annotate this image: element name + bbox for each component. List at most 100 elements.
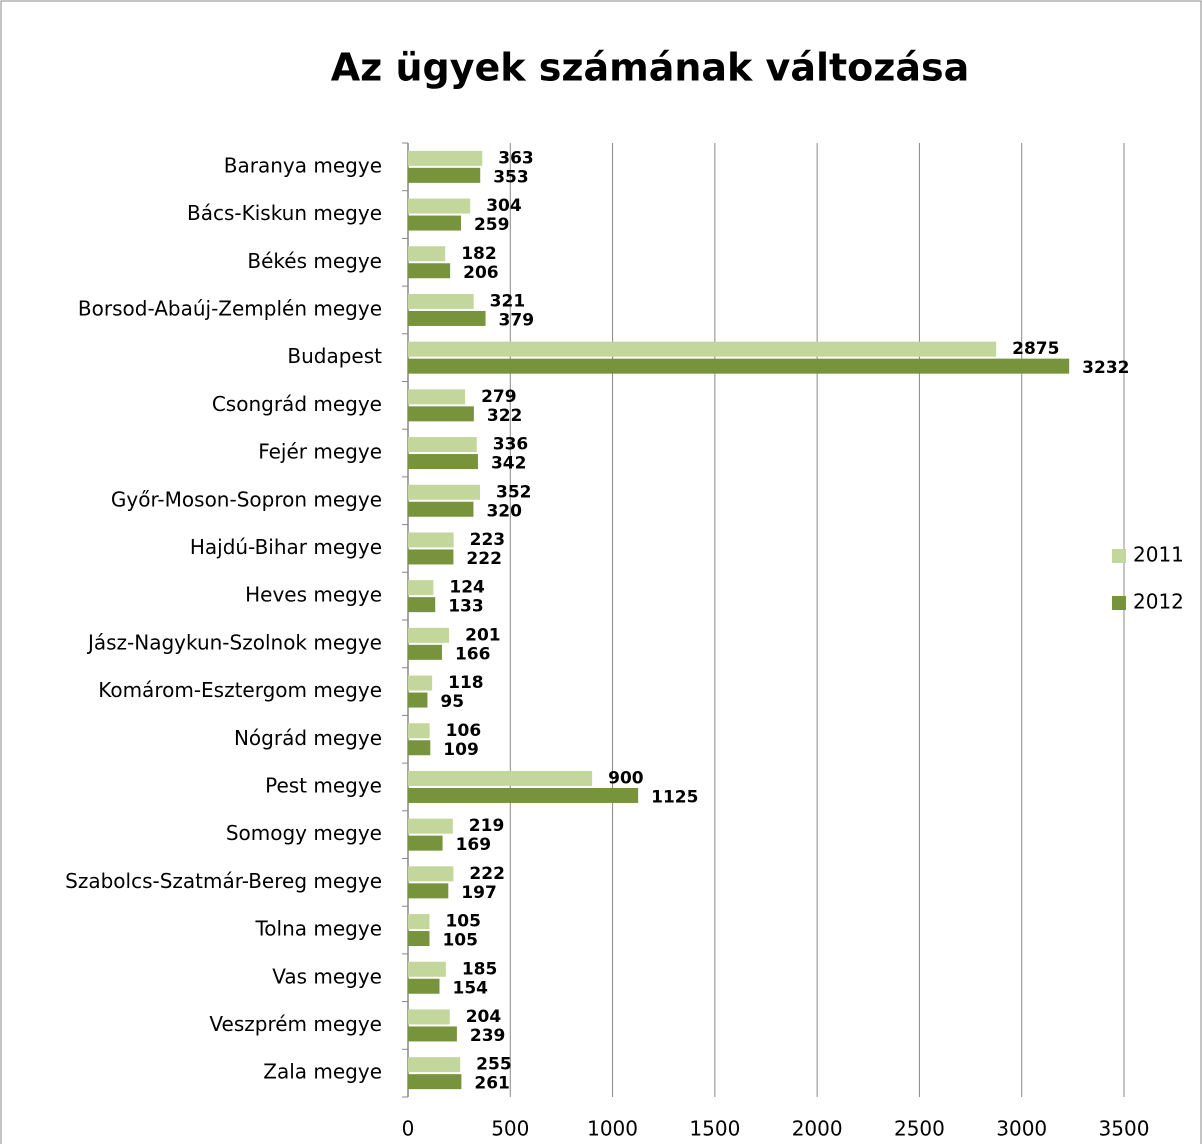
- legend-swatch: [1112, 549, 1126, 563]
- data-label: 118: [448, 673, 484, 693]
- x-tick-label: 3500: [1099, 1117, 1150, 1141]
- data-label: 133: [448, 597, 484, 617]
- data-label: 1125: [651, 787, 698, 807]
- data-label: 304: [486, 196, 522, 216]
- bar: [408, 293, 474, 309]
- bar: [408, 1057, 461, 1073]
- data-label: 322: [487, 406, 523, 426]
- data-label: 105: [445, 912, 481, 932]
- bar: [408, 627, 450, 643]
- bar: [408, 961, 446, 977]
- y-tick-label: Komárom-Esztergom megye: [98, 678, 382, 702]
- data-label: 169: [456, 835, 492, 855]
- x-tick-label: 1500: [689, 1117, 740, 1141]
- data-label: 363: [498, 148, 533, 168]
- bar: [408, 1026, 457, 1042]
- bar: [408, 484, 481, 500]
- bar: [408, 263, 451, 279]
- bar: [408, 501, 474, 517]
- data-label: 321: [490, 291, 526, 311]
- bar: [408, 723, 430, 739]
- y-tick-label: Baranya megye: [224, 153, 382, 177]
- y-tick-label: Jász-Nagykun-Szolnok megye: [86, 630, 382, 654]
- y-tick-label: Csongrád megye: [212, 392, 382, 416]
- x-tick-label: 500: [491, 1117, 529, 1141]
- bar: [408, 406, 474, 422]
- y-tick-label: Vas megye: [272, 964, 382, 988]
- bar: [408, 835, 443, 851]
- bar: [408, 358, 1070, 374]
- data-label: 336: [493, 435, 528, 455]
- y-tick-label: Bács-Kiskun megye: [187, 201, 382, 225]
- bar: [408, 597, 436, 613]
- data-label: 201: [465, 625, 501, 645]
- data-label: 353: [493, 167, 529, 187]
- data-label: 185: [462, 959, 498, 979]
- bar: [408, 1074, 462, 1090]
- data-label: 261: [474, 1074, 510, 1094]
- legend-label: 2012: [1133, 590, 1184, 614]
- y-tick-label: Szabolcs-Szatmár-Bereg megye: [65, 869, 382, 893]
- bar: [408, 675, 433, 691]
- bar: [408, 931, 430, 947]
- y-tick-label: Hajdú-Bihar megye: [190, 535, 382, 559]
- data-label: 3232: [1082, 358, 1129, 378]
- bar: [408, 580, 434, 596]
- y-tick-label: Heves megye: [245, 583, 382, 607]
- y-tick-label: Borsod-Abaúj-Zemplén megye: [78, 296, 382, 320]
- data-label: 379: [499, 310, 535, 330]
- y-tick-label: Tolna megye: [254, 917, 382, 941]
- x-tick-label: 2500: [894, 1117, 945, 1141]
- y-tick-label: Veszprém megye: [209, 1012, 382, 1036]
- data-label: 352: [496, 482, 532, 502]
- bar: [408, 787, 639, 803]
- data-label: 154: [453, 978, 489, 998]
- data-label: 197: [461, 883, 497, 903]
- bar: [408, 740, 431, 756]
- bar: [408, 310, 486, 326]
- data-label: 2875: [1012, 339, 1059, 359]
- data-label: 124: [449, 578, 485, 598]
- x-tick-label: 0: [402, 1117, 415, 1141]
- data-label: 239: [470, 1026, 506, 1046]
- bar: [408, 978, 440, 994]
- legend-swatch: [1112, 596, 1126, 610]
- data-label: 204: [466, 1007, 502, 1027]
- data-label: 342: [491, 454, 527, 474]
- y-tick-label: Somogy megye: [226, 821, 382, 845]
- bar: [408, 1009, 450, 1025]
- bar: [408, 454, 478, 470]
- data-label: 222: [469, 864, 505, 884]
- x-tick-label: 2000: [792, 1117, 843, 1141]
- bar: [408, 215, 461, 231]
- bar: [408, 770, 593, 786]
- data-label: 259: [474, 215, 510, 235]
- bar: [408, 198, 471, 214]
- data-label: 105: [442, 931, 478, 951]
- bar: [408, 532, 454, 548]
- bar: [408, 167, 481, 183]
- y-tick-label: Győr-Moson-Sopron megye: [111, 487, 382, 511]
- bar: [408, 341, 997, 357]
- y-tick-label: Budapest: [287, 344, 382, 368]
- bar: [408, 437, 477, 453]
- y-tick-label: Fejér megye: [258, 440, 382, 464]
- data-label: 279: [481, 387, 517, 407]
- data-label: 223: [470, 530, 506, 550]
- bar: [408, 914, 430, 930]
- data-label: 166: [455, 644, 491, 664]
- bar: [408, 549, 454, 565]
- data-label: 206: [463, 263, 499, 283]
- legend-label: 2011: [1133, 543, 1184, 567]
- data-label: 109: [443, 740, 479, 760]
- x-tick-label: 1000: [587, 1117, 638, 1141]
- bar: [408, 866, 454, 882]
- data-label: 320: [486, 501, 522, 521]
- y-tick-label: Zala megye: [263, 1060, 382, 1084]
- data-label: 182: [461, 244, 497, 264]
- y-tick-label: Pest megye: [265, 773, 382, 797]
- data-label: 255: [476, 1055, 512, 1075]
- data-label: 900: [608, 768, 644, 788]
